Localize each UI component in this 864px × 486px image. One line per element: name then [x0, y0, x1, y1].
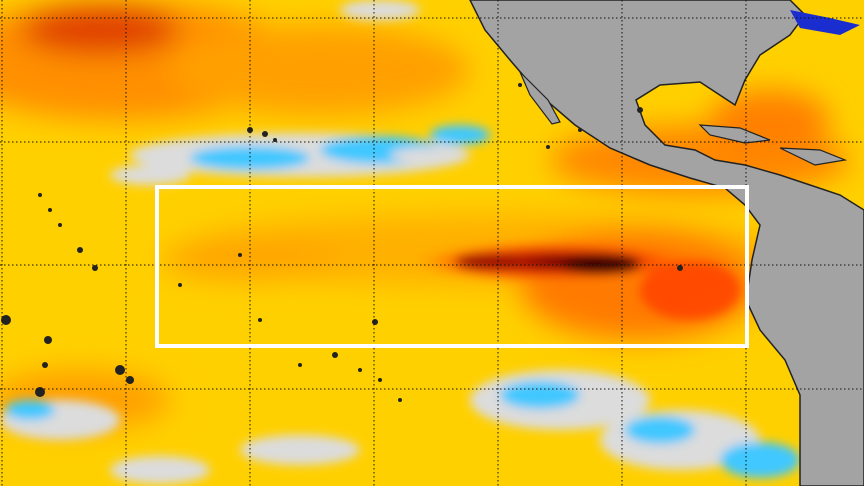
island-dots: [1, 83, 683, 402]
cool-anomalies: [0, 0, 800, 484]
island: [779, 147, 848, 166]
land: [469, 0, 864, 486]
nino-region-box: [155, 185, 749, 348]
cold-lake: [790, 10, 860, 35]
baja-gulf: [519, 71, 561, 125]
hot-core: [410, 240, 740, 320]
